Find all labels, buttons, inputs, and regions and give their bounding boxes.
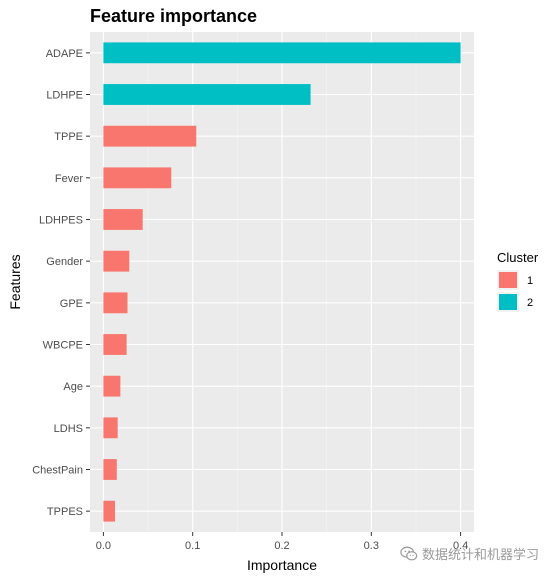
y-tick-label: Gender: [46, 256, 83, 268]
y-tick-label: LDHPE: [46, 90, 83, 102]
watermark-text: 数据统计和机器学习: [422, 548, 540, 563]
y-tick-label: TPPES: [47, 506, 83, 518]
y-tick-labels: ADAPE LDHPE TPPE Fever LDHPES Gender GPE WBCPE A…: [32, 48, 90, 518]
y-tick-label: LDHS: [54, 423, 83, 435]
bar-ldhpe: [103, 84, 311, 105]
y-tick-label: GPE: [60, 298, 83, 310]
bar-gender: [103, 250, 130, 272]
x-tick-label: 0.2: [274, 540, 289, 552]
bar-ldhpes: [103, 209, 143, 230]
y-tick-label: TPPE: [54, 131, 83, 143]
watermark: 数据统计和机器学习: [400, 544, 539, 563]
y-tick-label: Age: [63, 381, 83, 393]
bar-ldhs: [103, 417, 118, 439]
bar-chestpain: [103, 459, 117, 480]
chart-title: Feature importance: [90, 6, 257, 26]
x-tick-labels: 0.0 0.1 0.2 0.3 0.4: [96, 532, 468, 552]
bar-tppes: [103, 500, 116, 522]
y-tick-label: ADAPE: [46, 48, 83, 60]
legend-swatch-1: [499, 272, 517, 288]
x-tick-label: 0.1: [185, 540, 200, 552]
y-axis-title: Features: [7, 254, 23, 309]
bar-gpe: [103, 292, 128, 314]
y-tick-label: WBCPE: [43, 340, 83, 352]
legend-label: 2: [527, 297, 533, 309]
y-tick-label: LDHPES: [39, 215, 83, 227]
bar-fever: [103, 167, 172, 189]
legend-swatch-2: [499, 294, 517, 310]
bar-wbcpe: [103, 334, 127, 355]
bar-tppe: [103, 125, 197, 147]
bar-age: [103, 375, 121, 397]
bar-adape: [103, 42, 461, 64]
wechat-icon: [400, 546, 418, 560]
x-tick-label: 0.3: [364, 540, 379, 552]
x-tick-label: 0.4: [453, 540, 468, 552]
x-axis-title: Importance: [247, 557, 317, 573]
legend-label: 1: [527, 275, 533, 287]
bars: [103, 42, 461, 522]
y-tick-label: Fever: [55, 173, 83, 185]
x-tick-label: 0.0: [96, 540, 111, 552]
legend: Cluster 1 2: [497, 250, 539, 312]
y-tick-label: ChestPain: [32, 465, 83, 477]
legend-title: Cluster: [497, 250, 539, 265]
